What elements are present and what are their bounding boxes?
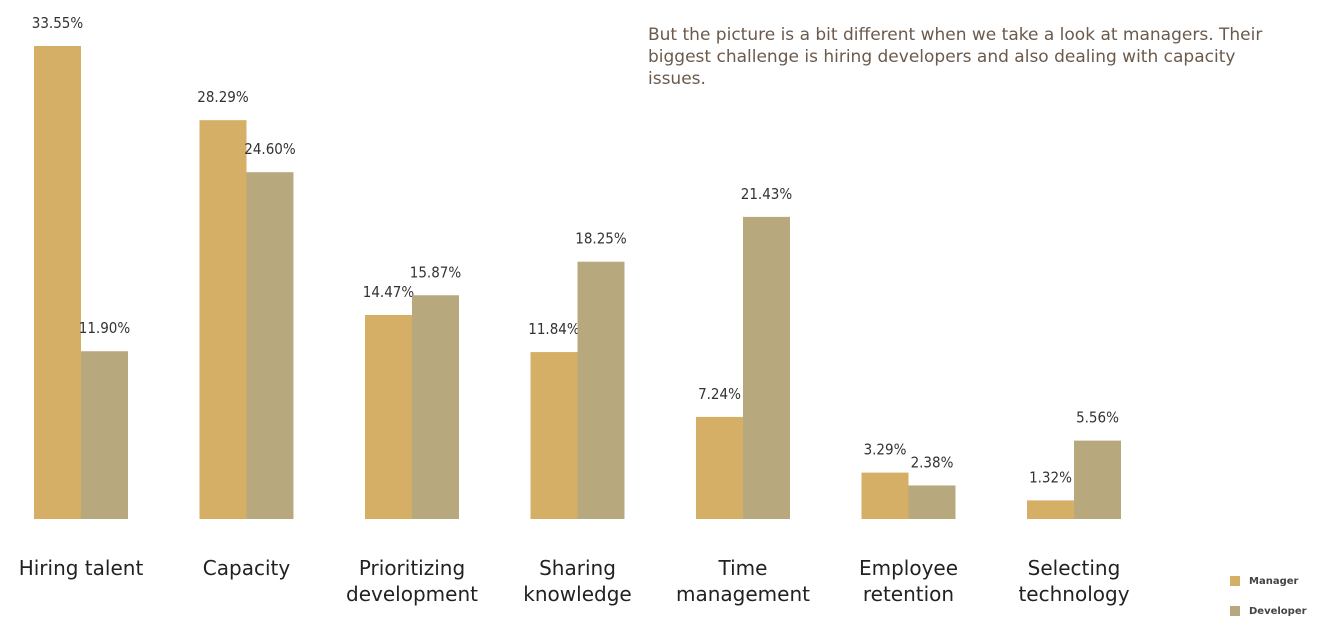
category-label-line: technology <box>1018 582 1129 606</box>
legend-item-developer: Developer <box>1230 603 1307 619</box>
bar-developer-3 <box>577 261 625 519</box>
data-label-developer-3: 18.25% <box>575 230 627 248</box>
bar-manager-6 <box>1027 500 1074 519</box>
bar-developer-0 <box>81 351 128 519</box>
category-label-line: Capacity <box>203 556 291 580</box>
category-label-line: Time <box>718 556 768 580</box>
data-label-manager-6: 1.32% <box>1029 468 1072 486</box>
bar-manager-5 <box>861 472 909 519</box>
category-label-4: Time management <box>676 556 810 606</box>
category-label-line: development <box>346 582 478 606</box>
category-label-line: management <box>676 582 810 606</box>
bar-developer-2 <box>412 295 459 519</box>
category-label-3: Sharing knowledge <box>523 556 631 606</box>
category-label-2: Prioritizing development <box>346 556 478 606</box>
bar-manager-1 <box>199 120 247 519</box>
data-label-manager-5: 3.29% <box>864 441 907 459</box>
data-label-developer-5: 2.38% <box>911 453 954 471</box>
bar-manager-4 <box>696 416 743 519</box>
category-label-line: retention <box>863 582 954 606</box>
category-label-line: Prioritizing <box>359 556 465 580</box>
legend-item-manager: Manager <box>1230 573 1307 589</box>
data-label-manager-3: 11.84% <box>528 320 580 338</box>
legend-swatch-manager <box>1230 576 1240 586</box>
category-label-6: Selecting technology <box>1018 556 1129 606</box>
category-label-1: Capacity <box>203 556 291 580</box>
category-label-5: Employee retention <box>859 556 958 606</box>
legend-swatch-developer <box>1230 606 1240 616</box>
category-label-0: Hiring talent <box>19 556 144 580</box>
data-label-developer-6: 5.56% <box>1076 409 1119 427</box>
data-label-manager-1: 28.29% <box>197 88 249 106</box>
bar-developer-4 <box>743 216 790 519</box>
bar-manager-2 <box>365 314 412 519</box>
category-label-line: Sharing <box>539 556 616 580</box>
category-label-line: knowledge <box>523 582 631 606</box>
bar-developer-6 <box>1074 440 1121 519</box>
data-label-developer-4: 21.43% <box>741 185 793 203</box>
legend-label-manager: Manager <box>1249 575 1299 587</box>
data-label-manager-2: 14.47% <box>363 283 415 301</box>
legend-label-developer: Developer <box>1249 605 1307 617</box>
data-label-developer-0: 11.90% <box>79 319 131 337</box>
bar-manager-0 <box>34 46 81 519</box>
category-label-line: Selecting <box>1028 556 1121 580</box>
bar-developer-1 <box>246 172 294 519</box>
category-label-line: Hiring talent <box>19 556 144 580</box>
category-label-line: Employee <box>859 556 958 580</box>
data-label-manager-0: 33.55% <box>32 14 84 32</box>
data-label-developer-1: 24.60% <box>244 140 296 158</box>
bar-developer-5 <box>908 485 956 519</box>
bar-manager-3 <box>530 352 578 519</box>
chart-annotation: But the picture is a bit different when … <box>648 25 1263 89</box>
data-label-manager-4: 7.24% <box>698 385 741 403</box>
data-label-developer-2: 15.87% <box>410 263 462 281</box>
chart-legend: Manager Developer <box>1230 573 1307 633</box>
